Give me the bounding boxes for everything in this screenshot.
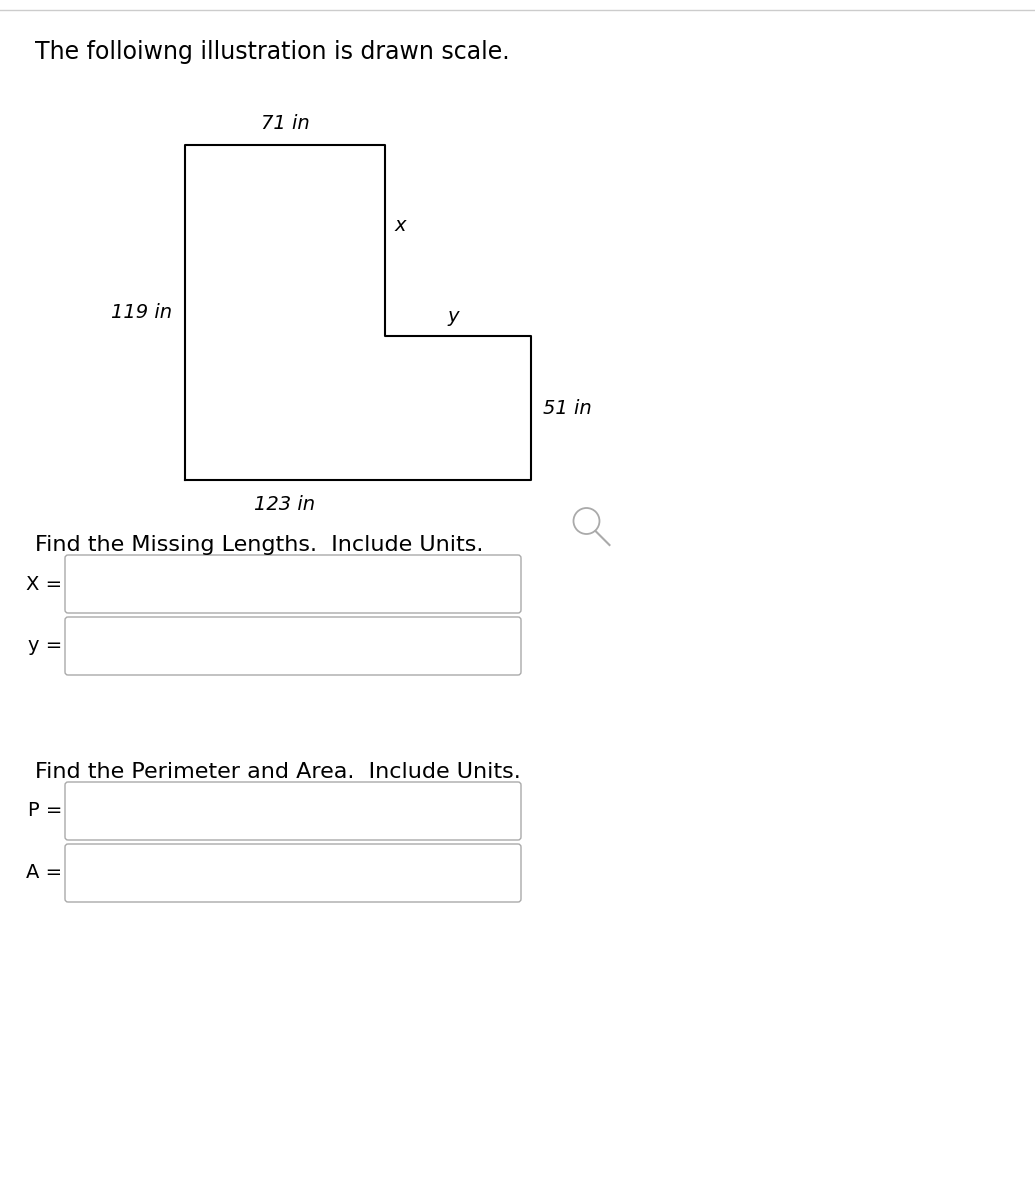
- Text: Find the Missing Lengths.  Include Units.: Find the Missing Lengths. Include Units.: [35, 535, 483, 554]
- Text: y =: y =: [28, 636, 62, 655]
- Text: The folloiwng illustration is drawn scale.: The folloiwng illustration is drawn scal…: [35, 40, 509, 64]
- FancyBboxPatch shape: [65, 844, 521, 902]
- FancyBboxPatch shape: [65, 617, 521, 674]
- Text: y: y: [447, 307, 459, 326]
- FancyBboxPatch shape: [65, 782, 521, 840]
- Text: 123 in: 123 in: [255, 494, 316, 514]
- Text: X =: X =: [26, 575, 62, 594]
- Text: 71 in: 71 in: [261, 114, 309, 133]
- Text: Find the Perimeter and Area.  Include Units.: Find the Perimeter and Area. Include Uni…: [35, 762, 521, 782]
- Text: 51 in: 51 in: [543, 398, 592, 418]
- FancyBboxPatch shape: [65, 554, 521, 613]
- Text: 119 in: 119 in: [111, 302, 172, 322]
- Text: x: x: [394, 216, 406, 235]
- Text: A =: A =: [26, 864, 62, 882]
- Text: P =: P =: [28, 802, 62, 821]
